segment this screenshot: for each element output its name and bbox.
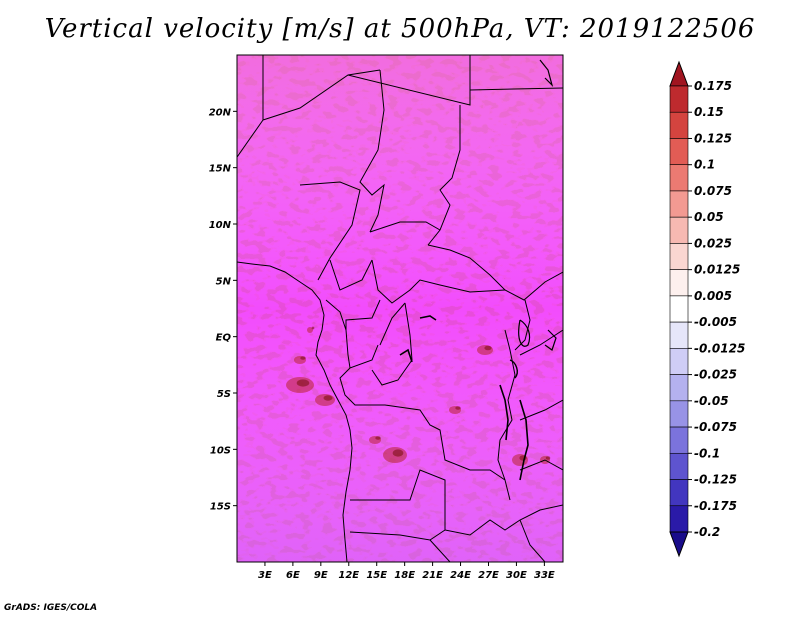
colorbar-label: -0.05 bbox=[694, 394, 729, 408]
colorbar-segment bbox=[669, 426, 689, 454]
colorbar-label: 0.075 bbox=[694, 184, 732, 198]
colorbar-label: -0.075 bbox=[694, 420, 737, 434]
colorbar-segment bbox=[669, 111, 689, 139]
lon-label: 6E bbox=[286, 570, 300, 581]
map-plot: 20N 15N 10N 5N EQ 5S 10S 15S 3E 6E 9E 12E 15E 18E 21E… bbox=[209, 54, 745, 581]
colorbar-label: 0.1 bbox=[694, 158, 715, 172]
updraft-core bbox=[311, 326, 315, 330]
colorbar-segment bbox=[669, 164, 689, 192]
grads-credit: GrADS: IGES/COLA bbox=[4, 603, 98, 613]
lat-label: 5S bbox=[217, 389, 231, 400]
colorbar-segment bbox=[669, 295, 689, 323]
colorbar-label: 0.005 bbox=[694, 289, 732, 303]
map-frame bbox=[236, 54, 564, 563]
colorbar-segment bbox=[669, 505, 689, 533]
updraft-core bbox=[296, 379, 310, 387]
colorbar-segment bbox=[669, 243, 689, 270]
lon-label: 24E bbox=[450, 570, 471, 581]
updraft-core bbox=[392, 449, 404, 457]
lon-label: 3E bbox=[258, 570, 272, 581]
colorbar-segment bbox=[669, 190, 689, 218]
colorbar-segment bbox=[669, 269, 689, 297]
colorbar-top-arrow bbox=[669, 60, 689, 87]
colorbar-bottom-arrow bbox=[669, 531, 689, 558]
map-title: Vertical velocity [m/s] at 500hPa, VT: 2… bbox=[44, 14, 756, 44]
lat-label: 10S bbox=[210, 445, 231, 456]
country-borders bbox=[237, 55, 563, 562]
colorbar-segment bbox=[669, 321, 689, 349]
colorbar-segment bbox=[669, 85, 689, 113]
colorbar-segment bbox=[669, 348, 689, 375]
coastline bbox=[237, 261, 353, 562]
colorbar-label: -0.125 bbox=[694, 473, 737, 487]
lon-label: 30E bbox=[506, 570, 527, 581]
lon-label: 12E bbox=[338, 570, 359, 581]
colorbar-segment bbox=[669, 216, 689, 244]
lon-label: 33E bbox=[534, 570, 555, 581]
lat-label: 20N bbox=[209, 107, 232, 118]
lon-label: 27E bbox=[478, 570, 499, 581]
colorbar-label: -0.1 bbox=[694, 446, 720, 460]
colorbar-label: 0.0125 bbox=[694, 263, 740, 277]
colorbar-segment bbox=[669, 479, 689, 507]
lon-label: 15E bbox=[366, 570, 387, 581]
colorbar-label: 0.175 bbox=[694, 79, 732, 93]
updraft-core bbox=[455, 406, 461, 410]
lat-label: 15S bbox=[210, 502, 231, 513]
colorbar-label: -0.175 bbox=[694, 499, 737, 513]
lat-label: 10N bbox=[209, 220, 232, 231]
colorbar-label: -0.0125 bbox=[694, 341, 745, 355]
colorbar-label: 0.025 bbox=[694, 236, 732, 250]
colorbar-label: -0.025 bbox=[694, 368, 737, 382]
updraft-core bbox=[545, 456, 551, 460]
updraft-spot bbox=[307, 327, 313, 333]
lat-label: EQ bbox=[216, 333, 232, 344]
colorbar-segment bbox=[669, 452, 689, 480]
colorbar-segment bbox=[669, 374, 689, 402]
colorbar-label: 0.125 bbox=[694, 131, 732, 145]
lat-label: 5N bbox=[216, 276, 232, 287]
colorbar-label: -0.2 bbox=[694, 525, 720, 539]
lon-label: 18E bbox=[394, 570, 415, 581]
colorbar-label: 0.05 bbox=[694, 210, 724, 224]
lon-label: 9E bbox=[314, 570, 328, 581]
longitude-axis: 3E 6E 9E 12E 15E 18E 21E 24E 27E 30E 33E bbox=[258, 562, 555, 581]
updraft-core bbox=[375, 436, 381, 440]
colorbar-label: 0.15 bbox=[694, 105, 724, 119]
latitude-axis: 20N 15N 10N 5N EQ 5S 10S 15S bbox=[209, 107, 237, 513]
colorbar-label: -0.005 bbox=[694, 315, 737, 329]
lat-label: 15N bbox=[209, 164, 232, 175]
updraft-core bbox=[323, 395, 333, 401]
colorbar-segment bbox=[669, 138, 689, 166]
updraft-core bbox=[484, 345, 492, 351]
lon-label: 21E bbox=[422, 570, 443, 581]
colorbar: 0.175 0.15 0.125 0.1 0.075 0.05 0.025 0.0125 0.0… bbox=[669, 60, 745, 558]
colorbar-segment bbox=[669, 400, 689, 428]
updraft-core bbox=[300, 356, 306, 360]
